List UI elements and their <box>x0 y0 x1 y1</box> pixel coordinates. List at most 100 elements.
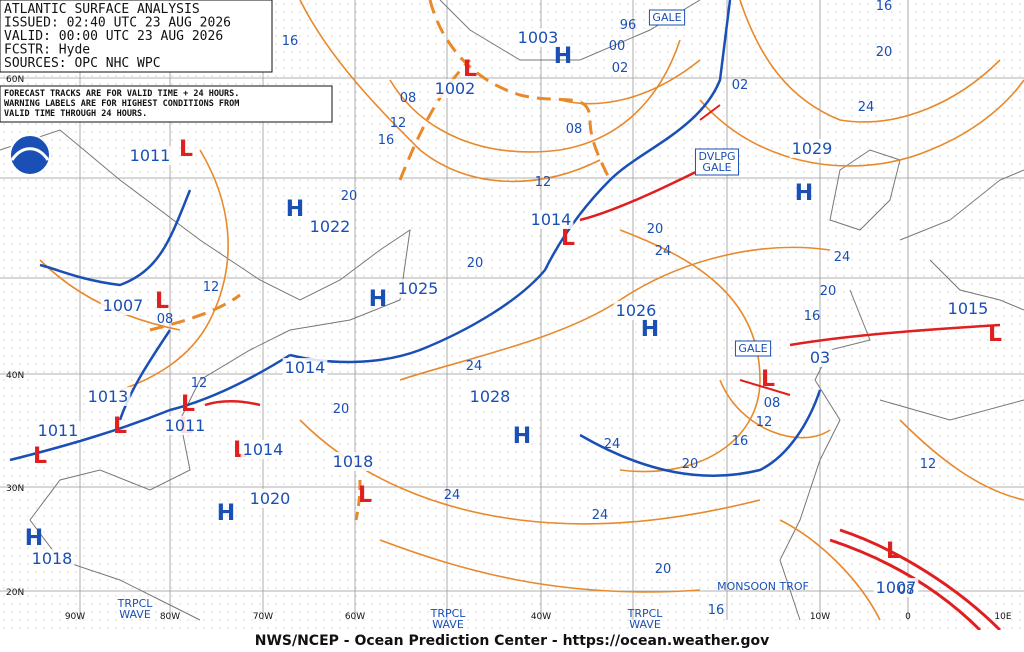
pressure-box <box>240 440 286 459</box>
label-box <box>648 9 686 26</box>
isobars <box>39 0 1024 621</box>
isobar-label: 12 <box>191 376 208 391</box>
boxed-label-line: WAVE <box>432 618 464 631</box>
center-symbol: H <box>641 317 659 342</box>
note-line: WARNING LABELS ARE FOR HIGHEST CONDITION… <box>4 99 239 109</box>
pressure-box <box>789 139 835 158</box>
center-pressure: 1011 <box>38 421 79 440</box>
center-pressure: 1022 <box>310 217 351 236</box>
isobar-label: 20 <box>820 284 837 299</box>
boxed-label: TRPCL WAVE <box>430 607 467 631</box>
pressure-box <box>945 299 991 318</box>
boxed-label: MONSOON TROF <box>717 580 809 593</box>
lon-label: 0 <box>905 612 911 622</box>
lon-label: 40W <box>531 612 551 622</box>
center-symbol: H <box>554 44 572 69</box>
boxed-label-line: TRPCL <box>430 607 467 620</box>
center-pressure: 1020 <box>250 489 291 508</box>
pressure-box <box>127 146 173 165</box>
center-pressure: 1014 <box>531 210 572 229</box>
center-symbol: L <box>463 57 477 82</box>
center-pressure: 1026 <box>616 301 657 320</box>
label-box <box>734 340 772 357</box>
pressure-box <box>613 301 659 320</box>
center-pressure: 1011 <box>165 416 206 435</box>
center-symbol: L <box>561 226 575 251</box>
center-symbol: L <box>155 289 169 314</box>
center-symbol: H <box>217 501 235 526</box>
pressure-box <box>432 79 478 98</box>
isobar-label: 12 <box>535 175 552 190</box>
center-pressure: 1018 <box>333 452 374 471</box>
isobar-label: 24 <box>834 250 851 265</box>
center-pressure: 1014 <box>243 440 284 459</box>
header-line: SOURCES: OPC NHC WPC <box>4 56 161 71</box>
isobar-label: 16 <box>804 309 821 324</box>
center-symbol: L <box>181 392 195 417</box>
isobar-label: 12 <box>390 116 407 131</box>
isobar-label: 24 <box>466 359 483 374</box>
isobar-label: 08 <box>566 122 583 137</box>
pressure-box <box>29 549 75 568</box>
header-line: ATLANTIC SURFACE ANALYSIS <box>4 2 200 17</box>
isobar-label: 24 <box>858 100 875 115</box>
center-symbol: L <box>358 483 372 508</box>
pressure-box <box>247 489 293 508</box>
center-symbol: H <box>513 424 531 449</box>
boxed-label: GALE <box>738 342 767 355</box>
center-pressure: 1007 <box>876 578 917 597</box>
pressure-box <box>467 387 513 406</box>
pressure-box <box>395 279 441 298</box>
lon-label: 70W <box>253 612 273 622</box>
isobar-label: 08 <box>157 312 174 327</box>
boxed-label-line: GALE <box>702 161 731 174</box>
isobar-label: 20 <box>682 457 699 472</box>
center-symbol: H <box>286 197 304 222</box>
center-pressure: 1018 <box>32 549 73 568</box>
lon-label: 10W <box>810 612 830 622</box>
center-pressure: 1003 <box>518 28 559 47</box>
pressure-box <box>85 387 131 406</box>
isobar-label: 02 <box>612 61 629 76</box>
isobar-label: 08 <box>898 583 915 598</box>
pressure-box <box>528 210 574 229</box>
pressure-box <box>307 217 353 236</box>
center-pressure: 1007 <box>103 296 144 315</box>
noaa-logo <box>9 134 51 176</box>
header-box <box>0 0 273 73</box>
label-box <box>694 148 740 176</box>
coastlines <box>0 0 1024 621</box>
lon-label: 60W <box>345 612 365 622</box>
lat-label: 20N <box>6 588 24 598</box>
isobar-label: 16 <box>732 434 749 449</box>
center-symbol: L <box>33 444 47 469</box>
isobar-label: 20 <box>467 256 484 271</box>
isobar-label: 16 <box>708 603 725 618</box>
note-line: VALID TIME THROUGH 24 HOURS. <box>4 109 147 119</box>
isobar-label: 24 <box>592 508 609 523</box>
footer: NWS/NCEP - Ocean Prediction Center - htt… <box>255 633 770 649</box>
note-line: FORECAST TRACKS ARE FOR VALID TIME + 24 … <box>4 89 239 99</box>
header-line: VALID: 00:00 UTC 23 AUG 2026 <box>4 29 223 44</box>
isobar-label: 16 <box>876 0 893 14</box>
pressure-box <box>873 578 919 597</box>
center-pressure: 1014 <box>285 358 326 377</box>
isobar-label: 20 <box>647 222 664 237</box>
pressure-box <box>162 416 208 435</box>
center-pressure: 1029 <box>792 139 833 158</box>
center-pressure: 03 <box>810 348 830 367</box>
isobar-label: 20 <box>655 562 672 577</box>
isobar-label: 12 <box>203 280 220 295</box>
lat-label: 30N <box>6 484 24 494</box>
isobar-label: 24 <box>444 488 461 503</box>
footer-bg <box>0 630 1024 652</box>
boxed-label: TRPCL WAVE <box>117 597 154 621</box>
boxed-label-line: DVLPG <box>698 150 735 163</box>
boxed-label: GALE <box>652 11 681 24</box>
lat-label: 60N <box>6 75 24 85</box>
center-symbol: L <box>886 539 900 564</box>
lon-label: 80W <box>160 612 180 622</box>
center-symbol: L <box>761 367 775 392</box>
pressure-box <box>330 452 376 471</box>
